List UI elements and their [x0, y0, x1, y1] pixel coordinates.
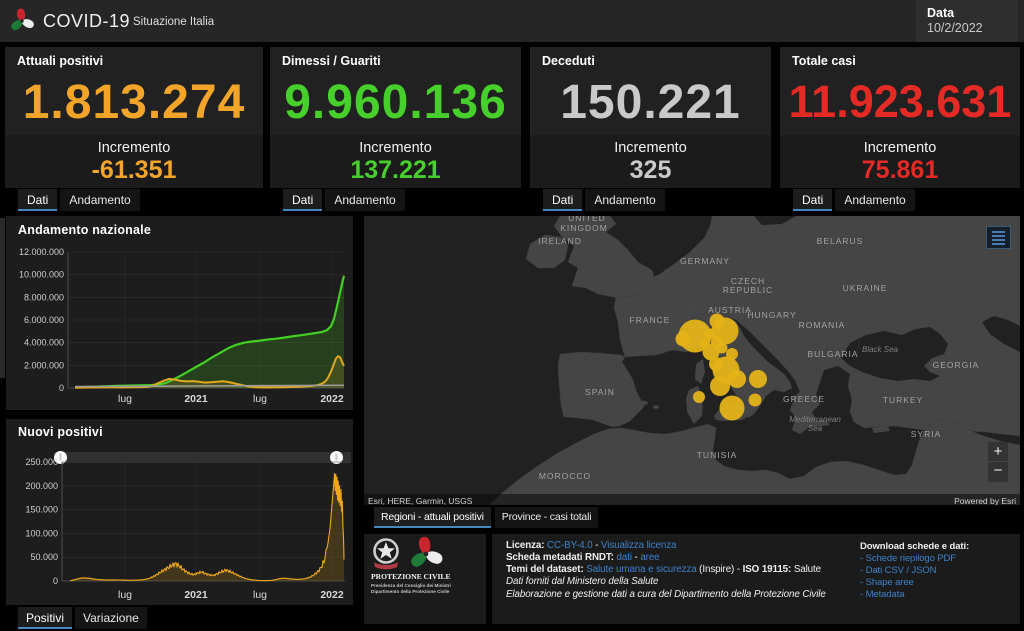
svg-text:12.000.000: 12.000.000 [19, 247, 64, 257]
svg-text:Sea: Sea [808, 424, 823, 433]
svg-text:lug: lug [253, 393, 267, 405]
svg-text:GERMANY: GERMANY [680, 256, 730, 266]
svg-text:2021: 2021 [184, 393, 208, 405]
svg-text:CZECH: CZECH [731, 276, 765, 286]
svg-text:10.000.000: 10.000.000 [19, 270, 64, 280]
svg-text:SPAIN: SPAIN [585, 387, 615, 397]
svg-text:2022: 2022 [320, 589, 344, 601]
svg-text:6.000.000: 6.000.000 [24, 315, 64, 325]
svg-text:UNITED: UNITED [568, 216, 606, 223]
svg-text:BULGARIA: BULGARIA [808, 349, 859, 359]
svg-text:REPUBLIC: REPUBLIC [723, 285, 774, 295]
svg-text:Mediterranean: Mediterranean [789, 415, 841, 424]
svg-text:MOROCCO: MOROCCO [539, 471, 591, 481]
svg-text:250.000: 250.000 [25, 457, 58, 467]
svg-text:100.000: 100.000 [25, 528, 58, 538]
svg-text:lug: lug [253, 589, 267, 601]
svg-text:AUSTRIA: AUSTRIA [708, 305, 752, 315]
svg-text:HUNGARY: HUNGARY [747, 310, 796, 320]
svg-text:0: 0 [53, 576, 58, 586]
svg-text:8.000.000: 8.000.000 [24, 292, 64, 302]
svg-text:UKRAINE: UKRAINE [843, 283, 888, 293]
svg-text:GREECE: GREECE [783, 394, 825, 404]
svg-text:KINGDOM: KINGDOM [560, 223, 608, 233]
svg-text:BELARUS: BELARUS [817, 236, 864, 246]
svg-text:FRANCE: FRANCE [630, 315, 671, 325]
svg-text:IRELAND: IRELAND [538, 236, 582, 246]
svg-text:lug: lug [118, 589, 132, 601]
svg-text:GEORGIA: GEORGIA [933, 360, 980, 370]
svg-text:SYRIA: SYRIA [911, 429, 942, 439]
svg-text:0: 0 [59, 383, 64, 393]
svg-text:lug: lug [118, 393, 132, 405]
svg-text:200.000: 200.000 [25, 481, 58, 491]
svg-text:2022: 2022 [320, 393, 344, 405]
svg-text:2.000.000: 2.000.000 [24, 360, 64, 370]
svg-text:TUNISIA: TUNISIA [697, 450, 738, 460]
svg-text:Black Sea: Black Sea [862, 345, 899, 354]
svg-text:4.000.000: 4.000.000 [24, 338, 64, 348]
svg-text:150.000: 150.000 [25, 505, 58, 515]
svg-text:TURKEY: TURKEY [883, 395, 923, 405]
svg-text:2021: 2021 [184, 589, 208, 601]
svg-text:ROMANIA: ROMANIA [799, 320, 846, 330]
svg-text:50.000: 50.000 [30, 552, 58, 562]
